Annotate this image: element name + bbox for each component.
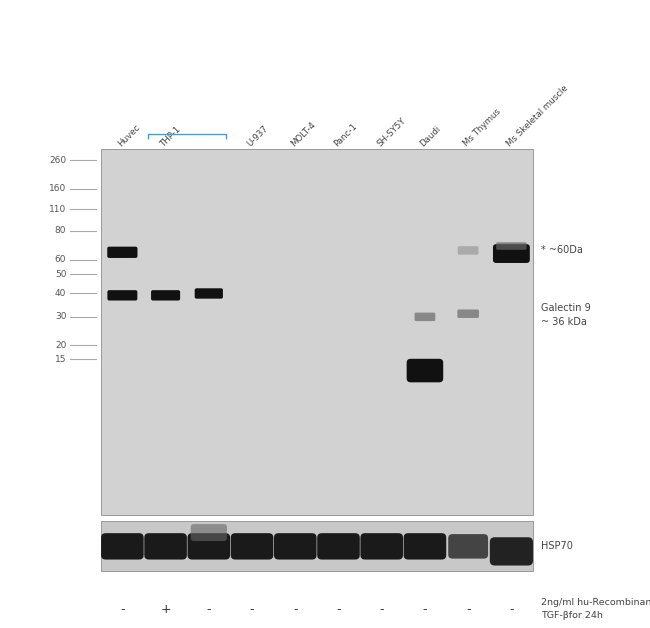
Text: Ms Thymus: Ms Thymus	[462, 107, 503, 148]
Text: 50: 50	[55, 270, 66, 279]
FancyBboxPatch shape	[360, 533, 403, 560]
Text: -: -	[250, 603, 254, 615]
Text: MOLT-4: MOLT-4	[289, 120, 317, 148]
Text: -: -	[293, 603, 298, 615]
Text: Galectin 9
~ 36 kDa: Galectin 9 ~ 36 kDa	[541, 303, 591, 327]
Bar	[101, 521, 533, 571]
Text: Panc-1: Panc-1	[332, 121, 359, 148]
Text: Daudi: Daudi	[419, 124, 443, 148]
Bar	[101, 149, 533, 515]
FancyBboxPatch shape	[496, 242, 526, 250]
Text: -: -	[120, 603, 125, 615]
FancyBboxPatch shape	[415, 313, 436, 321]
FancyBboxPatch shape	[458, 310, 479, 318]
FancyBboxPatch shape	[187, 533, 230, 560]
Text: THP-1: THP-1	[159, 124, 183, 148]
Text: 2ng/ml hu-Recombinant
TGF-βfor 24h: 2ng/ml hu-Recombinant TGF-βfor 24h	[541, 598, 650, 620]
Text: -: -	[207, 603, 211, 615]
FancyBboxPatch shape	[407, 359, 443, 382]
FancyBboxPatch shape	[231, 533, 274, 560]
Text: U-937: U-937	[246, 124, 270, 148]
FancyBboxPatch shape	[144, 533, 187, 560]
Text: 110: 110	[49, 205, 66, 214]
FancyBboxPatch shape	[107, 247, 138, 258]
FancyBboxPatch shape	[151, 290, 180, 301]
FancyBboxPatch shape	[448, 534, 488, 558]
FancyBboxPatch shape	[107, 290, 137, 301]
Text: 30: 30	[55, 312, 66, 322]
Text: 260: 260	[49, 156, 66, 165]
FancyBboxPatch shape	[274, 533, 317, 560]
FancyBboxPatch shape	[195, 288, 223, 299]
Text: Huvec: Huvec	[116, 122, 142, 148]
Text: 20: 20	[55, 341, 66, 350]
Text: -: -	[466, 603, 471, 615]
Text: 40: 40	[55, 289, 66, 298]
FancyBboxPatch shape	[490, 537, 533, 565]
Text: -: -	[509, 603, 514, 615]
FancyBboxPatch shape	[317, 533, 360, 560]
Text: 15: 15	[55, 355, 66, 364]
FancyBboxPatch shape	[458, 246, 478, 255]
Text: HSP70: HSP70	[541, 541, 573, 551]
FancyBboxPatch shape	[190, 524, 227, 541]
Text: -: -	[380, 603, 384, 615]
Text: +: +	[161, 603, 171, 615]
Text: 60: 60	[55, 256, 66, 264]
FancyBboxPatch shape	[493, 244, 530, 263]
Text: 80: 80	[55, 226, 66, 235]
FancyBboxPatch shape	[101, 533, 144, 560]
Text: 160: 160	[49, 185, 66, 193]
Text: -: -	[422, 603, 427, 615]
Text: -: -	[336, 603, 341, 615]
Text: Ms Skeletal muscle: Ms Skeletal muscle	[505, 84, 570, 148]
Text: * ~60Da: * ~60Da	[541, 246, 582, 256]
Text: SH-SY5Y: SH-SY5Y	[375, 116, 408, 148]
FancyBboxPatch shape	[404, 533, 447, 560]
